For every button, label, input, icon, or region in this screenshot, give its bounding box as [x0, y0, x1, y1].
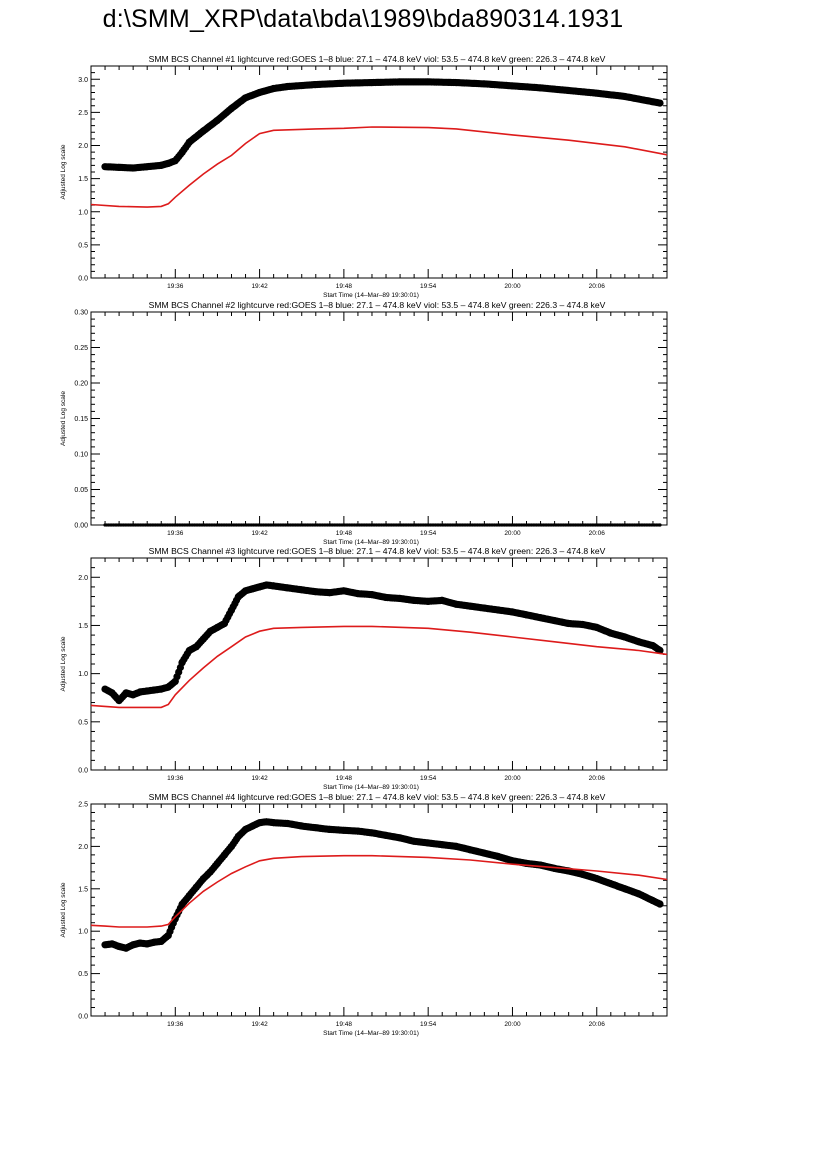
x-tick-label: 19:54: [420, 1021, 437, 1028]
x-tick-label: 20:06: [589, 775, 606, 782]
y-tick-label: 0.10: [74, 452, 88, 459]
y-tick-label: 1.5: [78, 623, 88, 630]
x-tick-label: 19:36: [167, 530, 184, 537]
x-tick-label: 19:54: [420, 775, 437, 782]
x-tick-label: 19:54: [420, 283, 437, 290]
y-tick-label: 0.5: [78, 242, 88, 249]
x-tick-label: 19:48: [336, 775, 353, 782]
chart-title: SMM BCS Channel #2 lightcurve red:GOES 1…: [149, 300, 606, 310]
x-axis-label: Start Time (14–Mar–89 19:30:01): [323, 539, 419, 546]
x-tick-label: 19:42: [251, 1021, 268, 1028]
goes-line: [90, 625, 668, 709]
x-axis-label: Start Time (14–Mar–89 19:30:01): [323, 1030, 419, 1037]
x-tick-label: 19:48: [336, 530, 353, 537]
y-tick-label: 2.5: [78, 110, 88, 117]
y-tick-label: 0.15: [74, 416, 88, 423]
x-tick-label: 20:00: [504, 775, 521, 782]
y-axis-label: Adjusted Log scale: [60, 882, 67, 937]
y-tick-label: 1.0: [78, 209, 88, 216]
chart-panel-1: SMM BCS Channel #1 lightcurve red:GOES 1…: [60, 54, 668, 299]
chart-title: SMM BCS Channel #1 lightcurve red:GOES 1…: [149, 54, 606, 64]
y-tick-label: 2.0: [78, 575, 88, 582]
y-tick-label: 0.30: [74, 310, 88, 317]
data-point: [656, 99, 664, 107]
x-tick-label: 20:06: [589, 1021, 606, 1028]
y-tick-label: 0.0: [78, 276, 88, 283]
y-tick-label: 1.5: [78, 176, 88, 183]
goes-line: [90, 126, 668, 208]
y-tick-label: 0.0: [78, 1014, 88, 1021]
y-axis-label: Adjusted Log scale: [60, 391, 67, 446]
x-tick-label: 20:06: [589, 283, 606, 290]
chart-panel-4: SMM BCS Channel #4 lightcurve red:GOES 1…: [60, 792, 668, 1037]
x-tick-label: 19:36: [167, 283, 184, 290]
chart-panel-2: SMM BCS Channel #2 lightcurve red:GOES 1…: [60, 300, 668, 546]
y-tick-label: 1.0: [78, 929, 88, 936]
x-tick-label: 19:54: [420, 530, 437, 537]
goes-line: [90, 854, 668, 928]
y-tick-label: 0.0: [78, 768, 88, 775]
x-tick-label: 19:42: [251, 530, 268, 537]
y-tick-label: 0.5: [78, 719, 88, 726]
chart-panel-3: SMM BCS Channel #3 lightcurve red:GOES 1…: [60, 546, 668, 791]
x-axis-label: Start Time (14–Mar–89 19:30:01): [323, 784, 419, 791]
y-tick-label: 2.0: [78, 143, 88, 150]
y-tick-label: 0.05: [74, 487, 88, 494]
x-tick-label: 20:00: [504, 530, 521, 537]
plot-frame: [90, 557, 668, 771]
x-tick-label: 20:00: [504, 1021, 521, 1028]
x-tick-label: 19:48: [336, 283, 353, 290]
y-axis-label: Adjusted Log scale: [60, 636, 67, 691]
plot-frame: [90, 311, 668, 526]
y-tick-label: 1.0: [78, 671, 88, 678]
y-tick-label: 2.0: [78, 844, 88, 851]
x-axis-label: Start Time (14–Mar–89 19:30:01): [323, 292, 419, 299]
x-tick-label: 19:42: [251, 283, 268, 290]
plot-frame: [90, 65, 668, 279]
y-tick-label: 0.25: [74, 345, 88, 352]
x-tick-label: 20:00: [504, 283, 521, 290]
data-point: [658, 523, 662, 527]
y-tick-label: 0.5: [78, 971, 88, 978]
plot-frame: [90, 803, 668, 1017]
page-title: d:\SMM_XRP\data\bda\1989\bda890314.1931: [102, 5, 624, 33]
y-tick-label: 0.00: [74, 523, 88, 530]
y-tick-label: 1.5: [78, 886, 88, 893]
y-tick-label: 2.5: [78, 802, 88, 809]
chart-title: SMM BCS Channel #3 lightcurve red:GOES 1…: [149, 546, 606, 556]
y-tick-label: 3.0: [78, 77, 88, 84]
data-point: [656, 900, 664, 908]
x-tick-label: 20:06: [589, 530, 606, 537]
x-tick-label: 19:42: [251, 775, 268, 782]
y-tick-label: 0.20: [74, 381, 88, 388]
x-tick-label: 19:36: [167, 775, 184, 782]
chart-title: SMM BCS Channel #4 lightcurve red:GOES 1…: [149, 792, 606, 802]
y-axis-label: Adjusted Log scale: [60, 144, 67, 199]
x-tick-label: 19:48: [336, 1021, 353, 1028]
x-tick-label: 19:36: [167, 1021, 184, 1028]
data-point: [656, 646, 664, 655]
